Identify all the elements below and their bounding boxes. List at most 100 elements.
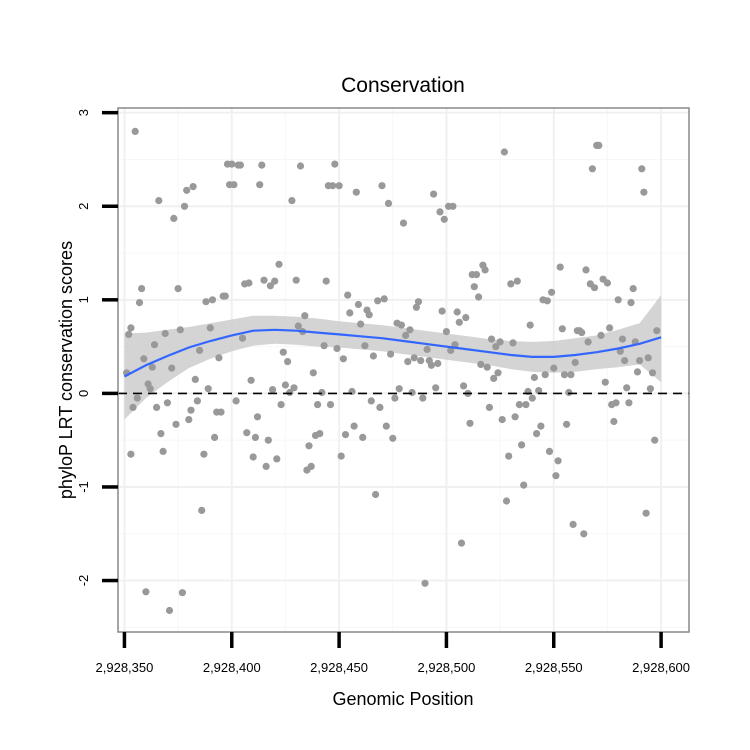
data-point — [372, 490, 380, 499]
data-point — [337, 452, 345, 460]
data-point — [382, 422, 390, 430]
data-point — [633, 368, 642, 376]
data-point — [204, 385, 212, 393]
data-point — [260, 276, 268, 284]
data-point — [606, 324, 614, 332]
data-point — [251, 433, 259, 441]
data-point — [269, 386, 277, 394]
data-point — [238, 334, 247, 342]
data-point — [369, 352, 377, 360]
data-point — [374, 297, 382, 305]
data-point — [612, 399, 620, 407]
data-point — [545, 447, 554, 455]
y-tick-label: 0 — [76, 390, 91, 397]
data-point — [178, 589, 186, 597]
data-point — [273, 455, 281, 463]
data-point — [142, 588, 150, 596]
data-point — [138, 285, 146, 293]
data-point — [610, 417, 618, 426]
data-point — [153, 403, 161, 411]
data-point — [419, 394, 427, 402]
data-point — [215, 354, 223, 362]
data-point — [247, 376, 255, 384]
data-point — [230, 181, 238, 189]
data-point — [543, 297, 551, 305]
data-point — [350, 422, 358, 430]
data-point — [436, 208, 444, 216]
data-point — [309, 369, 317, 377]
data-point — [146, 385, 154, 393]
data-point — [526, 321, 534, 329]
data-point — [511, 413, 519, 421]
data-point — [131, 127, 139, 135]
data-point — [494, 369, 502, 377]
data-point — [558, 325, 566, 333]
data-point — [515, 401, 524, 409]
data-point — [502, 497, 511, 505]
data-point — [135, 299, 144, 307]
x-tick-label: 2,928,550 — [525, 660, 583, 675]
data-point — [125, 330, 133, 338]
data-point — [414, 298, 423, 306]
data-point — [509, 339, 517, 347]
data-point — [389, 434, 397, 442]
data-point — [578, 329, 586, 337]
data-point — [243, 429, 251, 437]
data-point — [292, 276, 300, 284]
data-point — [341, 431, 350, 439]
data-point — [481, 266, 489, 274]
data-point — [530, 373, 539, 382]
data-point — [460, 382, 468, 390]
data-point — [522, 401, 530, 409]
data-point — [590, 284, 599, 292]
smooth-line-layer — [123, 328, 662, 378]
data-point — [560, 371, 569, 379]
data-point — [552, 472, 560, 480]
data-point — [640, 188, 648, 196]
data-point — [569, 520, 577, 529]
data-point — [466, 419, 474, 427]
y-tick-label: -1 — [76, 481, 91, 493]
data-point — [129, 403, 137, 411]
data-point — [421, 579, 429, 587]
data-point — [397, 321, 405, 329]
data-point — [563, 420, 571, 428]
data-point — [636, 357, 644, 365]
data-point — [159, 447, 167, 455]
data-point — [457, 539, 466, 547]
data-point — [621, 357, 629, 365]
data-point — [183, 186, 191, 194]
data-point — [485, 403, 493, 411]
data-point — [430, 190, 438, 198]
data-point — [513, 277, 521, 285]
data-point — [290, 384, 298, 392]
data-point — [170, 214, 178, 222]
data-point — [256, 181, 264, 189]
data-point — [595, 141, 603, 149]
data-point — [625, 399, 633, 407]
data-point — [258, 161, 266, 169]
data-point — [410, 354, 418, 362]
data-point — [554, 457, 562, 465]
data-point — [329, 182, 337, 190]
data-point — [361, 342, 369, 350]
data-point — [618, 335, 627, 343]
x-tick-label: 2,928,450 — [310, 660, 368, 675]
y-axis-label: phyloP LRT conservation scores — [56, 241, 76, 499]
data-point — [423, 345, 431, 353]
data-point — [217, 408, 225, 416]
data-point — [344, 291, 352, 299]
data-point — [140, 355, 148, 363]
data-point — [168, 364, 176, 372]
data-point — [180, 202, 189, 210]
data-point — [462, 314, 470, 322]
data-point — [455, 318, 463, 326]
x-tick-label: 2,928,600 — [632, 660, 690, 675]
data-point — [440, 215, 448, 223]
data-point — [597, 331, 605, 339]
data-point — [185, 416, 193, 424]
data-point — [646, 385, 655, 393]
data-point — [541, 371, 549, 379]
data-point — [378, 182, 386, 190]
data-point — [191, 375, 199, 383]
